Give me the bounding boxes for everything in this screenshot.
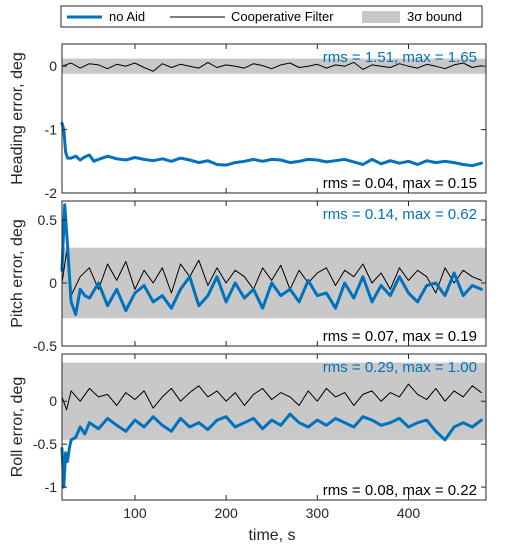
- pitch-annotation-coop: rms = 0.07, max = 0.19: [323, 328, 477, 345]
- xtick-label: 400: [397, 505, 421, 521]
- heading-series-no-aid: [60, 121, 483, 168]
- legend: no Aid Cooperative Filter 3σ bound: [60, 5, 483, 28]
- legend-label-no-aid: no Aid: [109, 9, 145, 24]
- pitch-ytick-label: -0.5: [33, 338, 57, 354]
- heading-y-axis-label: Heading error, deg: [9, 52, 26, 185]
- heading-annotation-coop: rms = 0.04, max = 0.15: [323, 175, 477, 192]
- roll-panel: -1 -0.5 0 100 200 300 400 Roll error, deg rms = …: [9, 353, 487, 521]
- legend-label-bound: 3σ bound: [407, 9, 462, 24]
- heading-bound-band: [62, 58, 486, 74]
- pitch-axes-box: [61, 200, 487, 347]
- legend-label-coop: Cooperative Filter: [231, 9, 334, 24]
- xtick-label: 100: [123, 505, 147, 521]
- roll-series-coop: [61, 383, 482, 411]
- pitch-y-axis-label: Pitch error, deg: [9, 219, 26, 328]
- x-axis-label: time, s: [248, 527, 295, 544]
- roll-ytick-label: -1: [45, 479, 58, 495]
- heading-ytick-label: -1: [45, 122, 58, 138]
- roll-ytick-label: 0: [49, 393, 57, 409]
- pitch-annotation-no-aid: rms = 0.14, max = 0.62: [323, 206, 477, 223]
- pitch-series-coop: [61, 250, 482, 297]
- xtick-label: 300: [306, 505, 330, 521]
- roll-axes-box: [61, 353, 487, 501]
- heading-annotation-no-aid: rms = 1.51, max = 1.65: [323, 49, 477, 66]
- roll-annotation-coop: rms = 0.08, max = 0.22: [323, 482, 477, 499]
- heading-ytick-label: 0: [49, 58, 57, 74]
- heading-series-coop: [61, 61, 482, 72]
- roll-annotation-no-aid: rms = 0.29, max = 1.00: [323, 359, 477, 376]
- legend-swatch-bound: [362, 11, 400, 23]
- roll-series-no-aid: [60, 412, 483, 489]
- xtick-label: 200: [214, 505, 238, 521]
- pitch-ytick-label: 0: [49, 275, 57, 291]
- panels: -2 -1 0 Heading error, deg rms = 1.51, max =…: [9, 43, 487, 521]
- heading-axes-box: [61, 43, 487, 194]
- pitch-panel: -0.5 0 0.5 Pitch error, deg rms = 0.14, max …: [9, 200, 487, 354]
- roll-bound-band: [62, 362, 486, 440]
- pitch-series-no-aid: [60, 203, 483, 316]
- pitch-ytick-label: 0.5: [38, 212, 58, 228]
- roll-ytick-label: -0.5: [33, 436, 57, 452]
- heading-panel: -2 -1 0 Heading error, deg rms = 1.51, max =…: [9, 43, 487, 201]
- roll-y-axis-label: Roll error, deg: [9, 377, 26, 478]
- heading-ytick-label: -2: [45, 185, 58, 201]
